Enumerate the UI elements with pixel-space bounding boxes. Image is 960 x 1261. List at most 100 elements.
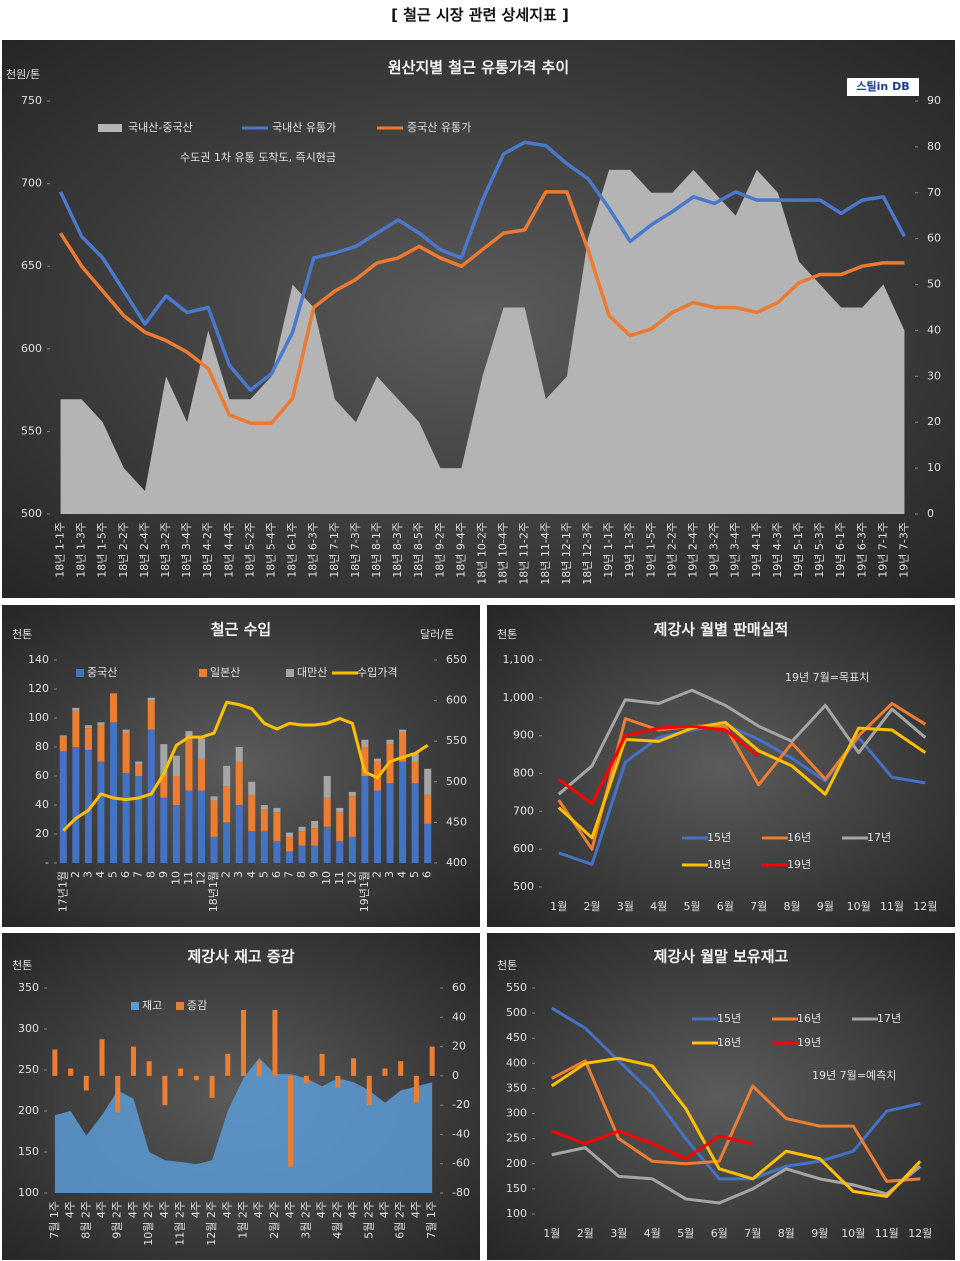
bar-segment [285,836,294,852]
bar [413,1075,419,1103]
y2-tick-label: 450 [446,815,467,828]
area [54,1057,433,1193]
x-tick-label: 7월 1주 [425,1201,438,1239]
y-tick-label: 300 [18,1022,39,1035]
bar-segment [348,836,356,863]
line [59,190,905,425]
bar [429,1046,435,1076]
bar-segment [84,728,92,750]
x-tick-label: 18년 2-4주 [138,522,151,578]
x-tick-label: 7월 [750,900,767,913]
bar-segment [122,773,130,863]
bar-segment [59,751,67,863]
y-axis-label: 천톤 [12,958,32,972]
x-tick-label: 18년 6-1주 [286,522,299,578]
x-tick-label: 18년 3-4주 [180,522,193,578]
x-tick-label: 3 [81,871,94,878]
legend-marker [131,1002,139,1010]
bar-segment [311,820,319,829]
x-tick-label: 18년 12-1주 [560,522,573,585]
x-tick-label: 18년 9-2주 [433,522,446,578]
line [550,1056,922,1198]
x-tick-label: 3 [383,871,396,878]
y-tick-label: 650 [21,259,42,272]
x-tick-label: 4월 [644,1227,661,1240]
bar-segment [235,747,243,762]
x-tick-label: 18년 1-1주 [54,522,67,578]
y-tick-label: 60 [35,769,49,782]
bar-segment [147,700,155,730]
y2-tick-label: 60 [927,232,941,245]
bar-segment [273,807,281,813]
legend-marker [98,124,122,132]
legend-marker [199,669,207,677]
x-tick-label: 5월 [683,900,700,913]
x-tick-label: 9 [308,871,321,878]
bar [288,1075,294,1167]
y-tick-label: 150 [506,1182,527,1195]
x-tick-label: 5월 [677,1227,694,1240]
y-tick-label: 40 [35,798,49,811]
bar [178,1068,184,1076]
bar-segment [110,722,118,863]
bar [272,1009,278,1076]
x-tick-label: 19년 5-3주 [813,522,826,578]
x-tick-label: 7 [132,871,145,878]
panel: 제강사 월말 보유재고 천톤 19년 7월=예측치 100 150 200 250 300 35… [487,933,955,1260]
x-tick-label: 7월 [744,1227,761,1240]
y2-tick-label: 80 [927,140,941,153]
legend-label: 17년 [867,831,891,844]
x-tick-label: 19년 1-3주 [623,522,636,578]
bar [83,1075,89,1091]
bar-segment [147,697,155,701]
x-tick-label: 8 [295,871,308,878]
y2-tick-label: 10 [927,461,941,474]
y2-tick-label: 400 [446,856,467,869]
line [557,720,927,840]
chart-title: 원산지별 철근 유통가격 추이 [388,59,569,77]
y2-tick-label: 50 [927,278,941,291]
x-tick-label: 8월 [783,900,800,913]
x-tick-label: 4주 [158,1201,171,1218]
legend-label: 국내산-중국산 [128,121,193,134]
bar-segment [135,776,143,863]
legend-label: 수입가격 [357,666,397,679]
y-tick-label: 200 [506,1157,527,1170]
x-tick-label: 4 [94,871,107,878]
bar-segment [235,761,243,805]
x-tick-label: 18년 1-3주 [75,522,88,578]
bar [99,1039,105,1076]
y-tick-label: 1,100 [503,653,535,666]
bar-segment [373,758,381,762]
y2-tick-label: 0 [452,1069,459,1082]
y2-tick-label: 40 [927,323,941,336]
x-tick-label: 4주 [347,1201,360,1218]
x-tick-label: 4주 [315,1201,328,1218]
line [58,140,906,392]
bar-segment [72,747,80,863]
line [551,1059,921,1183]
x-tick-label: 18년 4-4주 [222,522,235,578]
x-tick-label: 3 [232,871,245,878]
chart-title: 제강사 월별 판매실적 [654,621,789,639]
y-tick-label: 600 [513,842,534,855]
x-tick-label: 10월 [847,900,871,913]
x-tick-label: 11월 [880,900,904,913]
bar-segment [59,735,67,737]
x-tick-label: 2 [220,871,233,878]
y-tick-label: 250 [506,1132,527,1145]
y2-tick-label: 650 [446,653,467,666]
bar-segment [323,797,331,827]
y-tick-label: 350 [506,1081,527,1094]
bar-segment [336,807,344,813]
y-tick-label: 400 [506,1056,527,1069]
x-tick-label: 18년 10-2주 [476,522,489,585]
legend-label: 국내산 유통가 [272,121,336,134]
x-tick-label: 6 [270,871,283,878]
bar-segment [248,781,256,795]
x-tick-label: 18년 11-2주 [518,522,531,585]
x-tick-label: 19년 3-2주 [708,522,721,578]
bar [209,1075,215,1098]
x-tick-label: 3월 2주 [299,1201,312,1239]
